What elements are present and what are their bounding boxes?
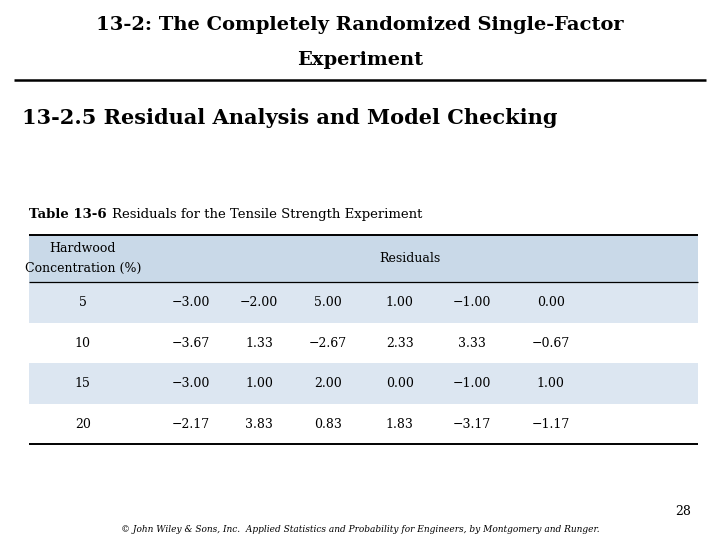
Text: −1.00: −1.00 [452, 377, 491, 390]
Bar [29, 404, 698, 444]
Text: 1.83: 1.83 [386, 417, 413, 431]
Text: 0.00: 0.00 [386, 377, 413, 390]
Text: 28: 28 [675, 505, 691, 518]
Text: 1.00: 1.00 [386, 296, 413, 309]
Text: −1.17: −1.17 [531, 417, 570, 431]
Text: 3.83: 3.83 [246, 417, 273, 431]
Text: 1.00: 1.00 [246, 377, 273, 390]
Text: −3.67: −3.67 [171, 336, 210, 350]
Text: 10: 10 [75, 336, 91, 350]
Text: −1.00: −1.00 [452, 296, 491, 309]
Text: 5.00: 5.00 [314, 296, 341, 309]
Text: 13-2: The Completely Randomized Single-Factor: 13-2: The Completely Randomized Single-F… [96, 16, 624, 34]
Text: 13-2.5 Residual Analysis and Model Checking: 13-2.5 Residual Analysis and Model Check… [22, 108, 557, 128]
Text: Hardwood: Hardwood [50, 242, 116, 255]
Text: −3.00: −3.00 [171, 377, 210, 390]
Text: Concentration (%): Concentration (%) [24, 262, 141, 275]
Bar [29, 235, 698, 282]
Text: −2.17: −2.17 [172, 417, 210, 431]
Text: 20: 20 [75, 417, 91, 431]
Text: 2.33: 2.33 [386, 336, 413, 350]
Text: Residuals for the Tensile Strength Experiment: Residuals for the Tensile Strength Exper… [112, 208, 422, 221]
Text: −3.17: −3.17 [452, 417, 491, 431]
Text: 2.00: 2.00 [314, 377, 341, 390]
Bar [29, 363, 698, 404]
Text: −0.67: −0.67 [531, 336, 570, 350]
Bar [29, 282, 698, 323]
Text: 3.33: 3.33 [458, 336, 485, 350]
Text: −3.00: −3.00 [171, 296, 210, 309]
Text: 0.00: 0.00 [537, 296, 564, 309]
Bar [29, 323, 698, 363]
Text: 15: 15 [75, 377, 91, 390]
Text: 1.00: 1.00 [537, 377, 564, 390]
Text: Residuals: Residuals [379, 252, 441, 265]
Text: © John Wiley & Sons, Inc.  Applied Statistics and Probability for Engineers, by : © John Wiley & Sons, Inc. Applied Statis… [121, 524, 599, 534]
Text: 1.33: 1.33 [246, 336, 273, 350]
Text: Experiment: Experiment [297, 51, 423, 69]
Text: 5: 5 [79, 296, 86, 309]
Text: −2.00: −2.00 [240, 296, 279, 309]
Text: 0.83: 0.83 [314, 417, 341, 431]
Text: Table 13-6: Table 13-6 [29, 208, 107, 221]
Text: −2.67: −2.67 [309, 336, 346, 350]
